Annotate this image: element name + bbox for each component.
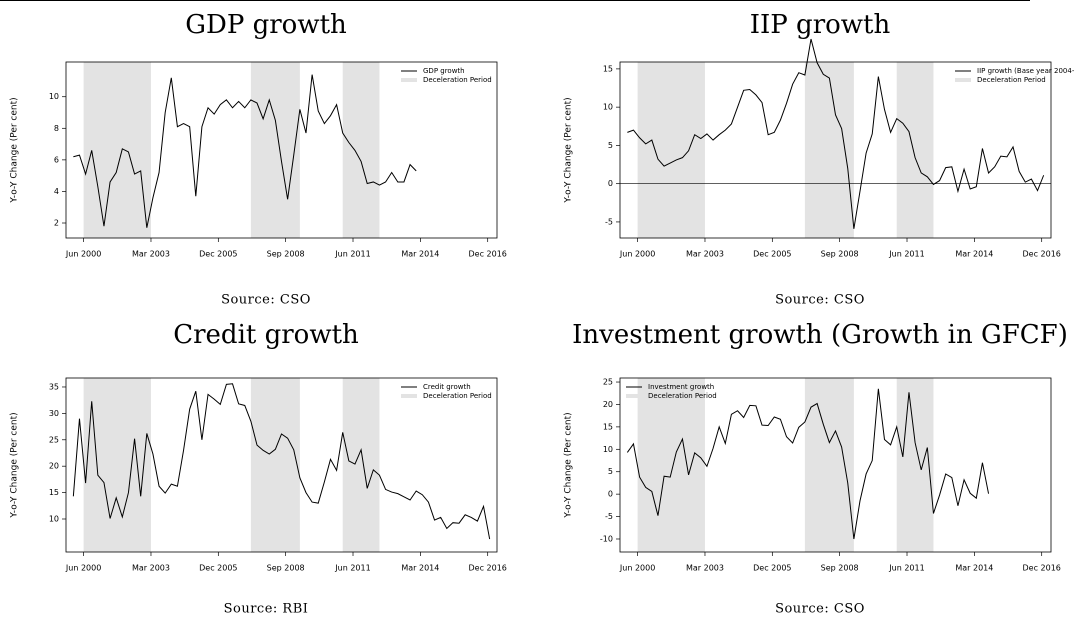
y-tick-label: 10 <box>603 103 613 112</box>
source-note: Source: CSO <box>221 293 311 308</box>
chart-title: IIP growth <box>750 10 891 40</box>
chart-title: GDP growth <box>185 10 347 40</box>
plot-frame <box>65 61 498 239</box>
series-line <box>73 74 417 228</box>
x-tick-label: Mar 2014 <box>955 564 993 573</box>
x-tick-label: Jun 2011 <box>888 250 924 259</box>
deceleration-band <box>83 378 151 552</box>
source-note: Source: CSO <box>775 293 865 308</box>
deceleration-band <box>637 378 705 552</box>
legend-label: IIP growth (Base year 2004-05) <box>977 67 1074 75</box>
y-tick-label: 15 <box>603 64 613 73</box>
y-axis-label: Y-o-Y Change (Per cent) <box>564 97 574 203</box>
legend-label: Investment growth <box>648 383 714 391</box>
deceleration-band <box>250 62 300 238</box>
y-tick-label: 4 <box>54 187 59 196</box>
x-tick-label: Mar 2003 <box>132 250 170 259</box>
legend-label: Credit growth <box>423 383 471 391</box>
x-tick-label: Mar 2014 <box>401 250 439 259</box>
deceleration-band <box>804 62 854 238</box>
y-tick-label: 5 <box>608 141 613 150</box>
y-tick-label: 15 <box>603 422 613 431</box>
x-tick-label: Dec 2016 <box>1022 564 1060 573</box>
y-tick-label: 25 <box>49 435 59 444</box>
x-tick-label: Mar 2014 <box>401 564 439 573</box>
legend-label: GDP growth <box>423 67 465 75</box>
y-tick-label: 30 <box>49 409 59 418</box>
x-tick-label: Dec 2005 <box>753 250 791 259</box>
y-tick-label: 10 <box>603 445 613 454</box>
x-tick-label: Mar 2003 <box>686 564 724 573</box>
y-tick-label: 10 <box>49 92 59 101</box>
x-tick-label: Sep 2008 <box>267 564 305 573</box>
legend-label: Deceleration Period <box>423 392 492 400</box>
y-tick-label: 25 <box>603 378 613 387</box>
x-tick-label: Jun 2000 <box>65 564 101 573</box>
chart-title: Investment growth (Growth in GFCF) <box>572 320 1068 350</box>
x-tick-label: Mar 2014 <box>955 250 993 259</box>
x-tick-label: Jun 2000 <box>619 564 655 573</box>
deceleration-band <box>804 378 854 552</box>
x-tick-label: Dec 2016 <box>468 250 506 259</box>
series-line <box>626 388 990 540</box>
source-note: Source: CSO <box>775 602 865 617</box>
series-line <box>627 38 1045 229</box>
deceleration-band <box>83 62 151 238</box>
y-tick-label: -5 <box>605 512 613 521</box>
x-tick-label: Dec 2005 <box>199 250 237 259</box>
source-note: Source: RBI <box>224 602 309 617</box>
plot-frame <box>619 377 1052 553</box>
x-tick-label: Dec 2016 <box>468 564 506 573</box>
y-tick-label: 8 <box>54 124 59 133</box>
deceleration-band <box>342 62 380 238</box>
legend-label: Deceleration Period <box>977 76 1046 84</box>
y-axis-label: Y-o-Y Change (Per cent) <box>10 97 20 203</box>
y-axis-label: Y-o-Y Change (Per cent) <box>10 412 20 518</box>
x-tick-label: Dec 2005 <box>199 564 237 573</box>
deceleration-band <box>342 378 380 552</box>
y-tick-label: 20 <box>603 400 613 409</box>
x-tick-label: Jun 2011 <box>334 250 370 259</box>
series-line <box>72 383 491 540</box>
y-tick-label: 5 <box>608 467 613 476</box>
x-tick-label: Mar 2003 <box>686 250 724 259</box>
y-tick-label: -10 <box>600 534 613 543</box>
x-tick-label: Dec 2005 <box>753 564 791 573</box>
legend-label: Deceleration Period <box>648 392 717 400</box>
x-tick-label: Jun 2011 <box>334 564 370 573</box>
y-axis-label: Y-o-Y Change (Per cent) <box>564 412 574 518</box>
chart-title: Credit growth <box>173 320 359 350</box>
x-tick-label: Sep 2008 <box>821 564 859 573</box>
y-tick-label: 6 <box>54 155 59 164</box>
x-tick-label: Sep 2008 <box>821 250 859 259</box>
y-tick-label: 10 <box>49 514 59 523</box>
deceleration-band <box>896 378 934 552</box>
y-tick-label: 0 <box>608 179 613 188</box>
y-tick-label: 0 <box>608 490 613 499</box>
x-tick-label: Jun 2011 <box>888 564 924 573</box>
deceleration-band <box>250 378 300 552</box>
y-tick-label: -5 <box>605 217 613 226</box>
x-tick-label: Dec 2016 <box>1022 250 1060 259</box>
y-tick-label: 20 <box>49 462 59 471</box>
x-tick-label: Jun 2000 <box>619 250 655 259</box>
x-tick-label: Jun 2000 <box>65 250 101 259</box>
plot-frame <box>619 61 1052 239</box>
deceleration-band <box>637 62 705 238</box>
x-tick-label: Sep 2008 <box>267 250 305 259</box>
y-tick-label: 35 <box>49 382 59 391</box>
legend-label: Deceleration Period <box>423 76 492 84</box>
deceleration-band <box>896 62 934 238</box>
x-tick-label: Mar 2003 <box>132 564 170 573</box>
y-tick-label: 2 <box>54 219 59 228</box>
y-tick-label: 15 <box>49 488 59 497</box>
plot-frame <box>65 377 498 553</box>
